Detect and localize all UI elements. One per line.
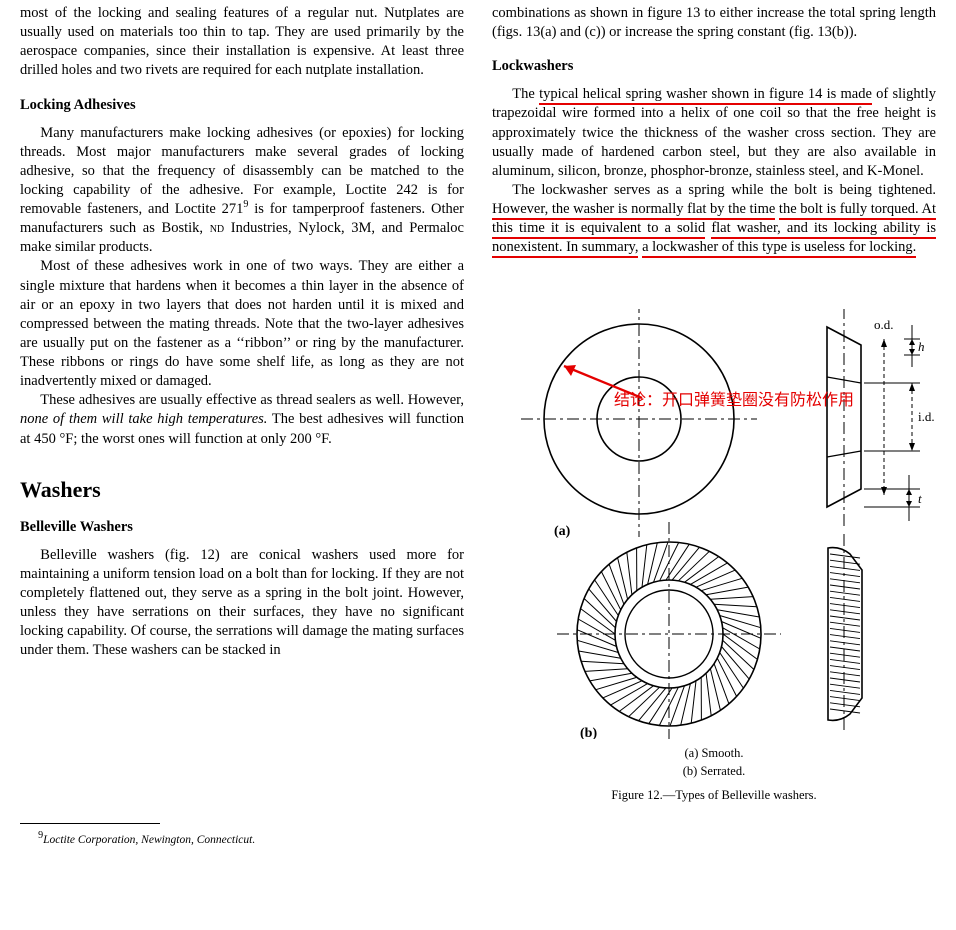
svg-text:h: h [918, 339, 925, 354]
para-stack-combos: combinations as shown in figure 13 to ei… [492, 4, 936, 42]
figure-12-caption: Figure 12.—Types of Belleville washers. [492, 788, 936, 803]
fig-label-a: (a) [554, 524, 571, 539]
footnote-rule [20, 823, 160, 824]
heading-lockwashers: Lockwashers [492, 58, 936, 75]
para-helical-intro: The typical helical spring washer shown … [492, 85, 936, 181]
svg-text:o.d.: o.d. [874, 317, 894, 332]
emph-temp: none of them will take high temperatures… [20, 411, 267, 427]
svg-text:t: t [918, 491, 922, 506]
para-adhesive-temp: These adhesives are usually effective as… [20, 391, 464, 448]
right-column: combinations as shown in figure 13 to ei… [492, 4, 936, 803]
heading-washers: Washers [20, 477, 464, 503]
left-column: most of the locking and sealing features… [20, 4, 464, 803]
txt: The lockwasher serves as a spring while … [512, 182, 936, 198]
two-column-page: most of the locking and sealing features… [0, 0, 956, 803]
fig-sub-a: (a) Smooth. [684, 746, 743, 760]
figure-12: (a) o.d. [492, 309, 936, 803]
figure-12-sublabels: (a) Smooth. (b) Serrated. [492, 745, 936, 780]
svg-text:i.d.: i.d. [918, 409, 934, 424]
txt: The [512, 86, 539, 102]
heading-belleville: Belleville Washers [20, 519, 464, 536]
para-belleville: Belleville washers (fig. 12) are conical… [20, 546, 464, 661]
fig-label-b: (b) [580, 726, 597, 739]
underline-1: typical helical spring washer shown in f… [539, 86, 872, 105]
fig-sub-b: (b) Serrated. [683, 764, 745, 778]
txt-nd: nd [210, 220, 224, 236]
para-adhesive-grades: Many manufacturers make locking adhesive… [20, 124, 464, 258]
para-lockwasher-useless: The lockwasher serves as a spring while … [492, 181, 936, 258]
underline-5: a lockwasher of this type is useless for… [642, 239, 916, 258]
underline-2: However, the washer is normally flat by … [492, 201, 775, 220]
heading-locking-adhesives: Locking Adhesives [20, 97, 464, 114]
footnote-9: 9Loctite Corporation, Newington, Connect… [0, 828, 956, 856]
footnote-text: Loctite Corporation, Newington, Connecti… [43, 834, 255, 846]
figure-12-svg: (a) o.d. [494, 309, 934, 739]
txt: These adhesives are usually effective as… [40, 392, 464, 408]
para-adhesive-mechanism: Most of these adhesives work in one of t… [20, 257, 464, 391]
serrated-top [557, 522, 781, 739]
para-nutplate: most of the locking and sealing features… [20, 4, 464, 81]
